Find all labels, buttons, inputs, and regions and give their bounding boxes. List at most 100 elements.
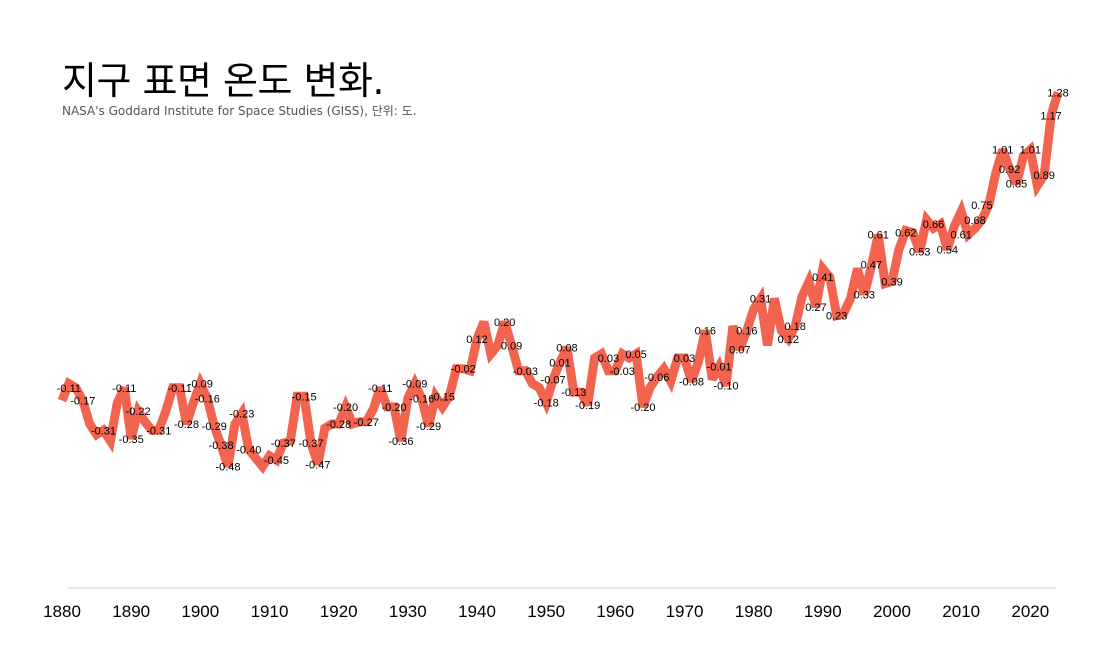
data-label: 0.39 [881, 277, 902, 289]
data-label: -0.27 [354, 417, 379, 429]
data-label: -0.19 [575, 400, 600, 412]
data-label: 0.47 [861, 260, 882, 272]
data-labels-overlay: -0.11-0.17-0.31-0.11-0.35-0.22-0.31-0.11… [57, 87, 1069, 473]
data-label: -0.35 [119, 434, 144, 446]
data-label: -0.09 [188, 379, 213, 391]
data-label: -0.08 [679, 376, 704, 388]
data-label: -0.36 [388, 436, 413, 448]
data-label: 0.54 [937, 245, 958, 257]
data-label: -0.06 [644, 372, 669, 384]
data-label: 0.33 [854, 289, 875, 301]
x-tick-label: 1930 [389, 602, 427, 621]
data-label: -0.11 [57, 383, 81, 395]
data-label: -0.15 [292, 391, 317, 403]
x-tick-label: 2010 [942, 602, 980, 621]
data-label: 0.20 [494, 317, 515, 329]
data-label: -0.07 [541, 374, 566, 386]
data-label: -0.45 [264, 455, 289, 467]
data-label: -0.01 [707, 362, 732, 374]
data-label: -0.31 [146, 425, 171, 437]
data-label: -0.20 [630, 402, 655, 414]
data-label: 0.92 [999, 164, 1020, 176]
x-tick-label: 2020 [1011, 602, 1049, 621]
x-tick-label: 1950 [527, 602, 565, 621]
data-label: 1.01 [992, 145, 1013, 157]
data-label: 0.01 [549, 357, 570, 369]
data-label: -0.29 [202, 421, 227, 433]
data-label: 0.16 [736, 325, 757, 337]
temperature-series-line [57, 91, 1063, 475]
data-label: 0.27 [805, 302, 826, 314]
data-label: 0.75 [971, 200, 992, 212]
x-tick-label: 1920 [320, 602, 358, 621]
data-label: 0.41 [812, 272, 833, 284]
data-label: 1.17 [1040, 111, 1061, 123]
data-label: 0.12 [466, 334, 487, 346]
data-label: -0.10 [713, 381, 738, 393]
data-label: -0.17 [70, 396, 95, 408]
data-label: -0.48 [215, 462, 240, 474]
data-label: -0.16 [409, 393, 434, 405]
data-label: 0.08 [556, 342, 577, 354]
x-tick-label: 2000 [873, 602, 911, 621]
data-label: 0.68 [964, 215, 985, 227]
data-label: 0.61 [867, 230, 888, 242]
data-label: -0.37 [298, 438, 323, 450]
data-label: 0.03 [674, 353, 695, 365]
data-label: 0.53 [909, 247, 930, 259]
data-label: 0.12 [778, 334, 799, 346]
x-tick-label: 1970 [666, 602, 704, 621]
data-label: 0.85 [1006, 179, 1027, 191]
x-tick-label: 1880 [43, 602, 81, 621]
data-label: -0.02 [451, 364, 476, 376]
data-label: -0.29 [416, 421, 441, 433]
chart-title: 지구 표면 온도 변화. [62, 59, 385, 103]
data-label: -0.38 [209, 440, 234, 452]
data-label: -0.16 [195, 393, 220, 405]
data-label: -0.09 [402, 379, 427, 391]
data-label: 1.28 [1047, 87, 1068, 99]
data-label: -0.28 [326, 419, 351, 431]
x-tick-label: 1910 [251, 602, 289, 621]
data-label: -0.11 [112, 383, 136, 395]
data-label: -0.22 [126, 406, 151, 418]
data-label: 0.18 [784, 321, 805, 333]
data-label: -0.47 [305, 459, 330, 471]
data-label: 1.01 [1020, 145, 1041, 157]
data-label: 0.23 [826, 311, 847, 323]
data-label: -0.20 [381, 402, 406, 414]
data-label: 0.62 [895, 228, 916, 240]
data-label: 0.07 [729, 345, 750, 357]
chart-subtitle: NASA's Goddard Institute for Space Studi… [62, 104, 417, 118]
data-label: -0.31 [91, 425, 116, 437]
data-label: -0.40 [236, 445, 261, 457]
x-tick-label: 1900 [181, 602, 219, 621]
data-label: 0.31 [750, 294, 771, 306]
data-label: -0.03 [513, 366, 538, 378]
data-label: -0.18 [534, 398, 559, 410]
data-label: 0.09 [501, 340, 522, 352]
data-label: 0.61 [950, 230, 971, 242]
data-label: -0.11 [368, 383, 392, 395]
data-label: 0.16 [695, 325, 716, 337]
x-tick-label: 1960 [596, 602, 634, 621]
data-label: -0.20 [333, 402, 358, 414]
data-label: 0.89 [1033, 170, 1054, 182]
data-label: -0.23 [229, 408, 254, 420]
x-tick-label: 1940 [458, 602, 496, 621]
data-label: 0.05 [625, 349, 646, 361]
x-axis-ticks: 1880 1890 1900 1910 1920 1930 1940 1950 1960 1970… [43, 602, 1049, 621]
x-tick-label: 1990 [804, 602, 842, 621]
data-label: 0.03 [598, 353, 619, 365]
data-label: -0.13 [561, 387, 586, 399]
x-tick-label: 1980 [735, 602, 773, 621]
x-tick-label: 1890 [112, 602, 150, 621]
data-label: -0.28 [174, 419, 199, 431]
data-label: -0.11 [167, 383, 191, 395]
data-label: 0.66 [923, 219, 944, 231]
data-label: -0.37 [271, 438, 296, 450]
data-label: -0.03 [610, 366, 635, 378]
series-layer [57, 91, 1063, 475]
data-label: -0.15 [430, 391, 455, 403]
